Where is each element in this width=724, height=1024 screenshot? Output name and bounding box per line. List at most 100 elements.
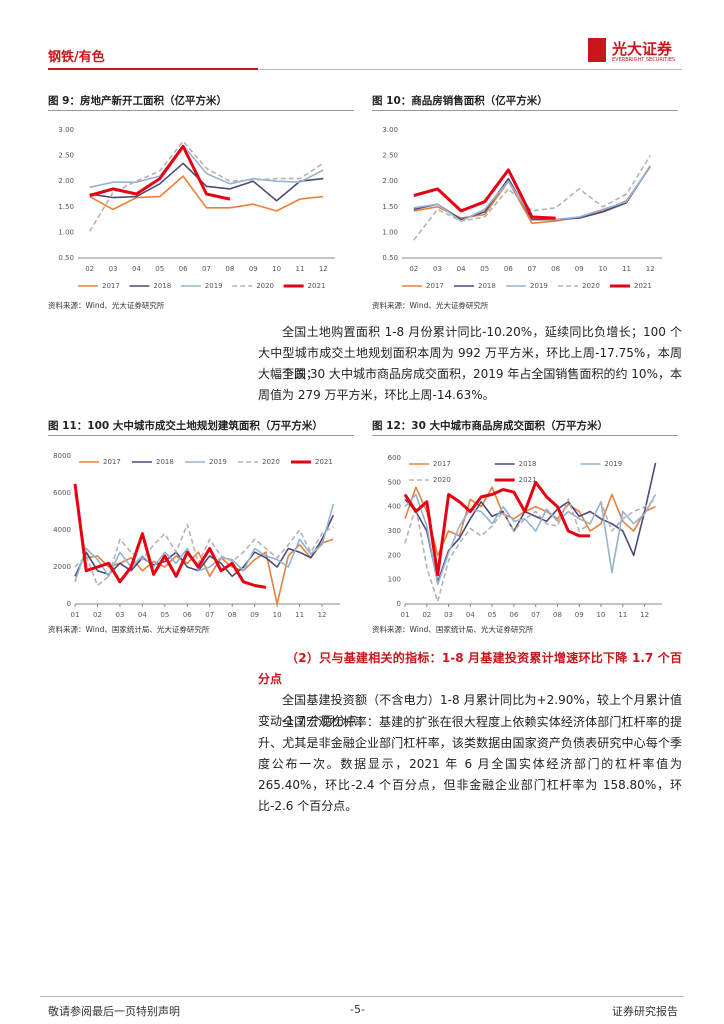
- x-tick-label: 11: [618, 611, 627, 619]
- x-tick-label: 07: [202, 265, 211, 273]
- x-tick-label: 07: [205, 611, 214, 619]
- series-line: [74, 503, 335, 583]
- series-line: [403, 480, 591, 577]
- y-tick-label: 200: [388, 551, 401, 559]
- x-tick-label: 05: [488, 611, 497, 619]
- x-tick-label: 10: [597, 611, 606, 619]
- y-tick-label: 2.00: [58, 177, 74, 185]
- x-tick-label: 02: [85, 265, 94, 273]
- x-tick-label: 04: [138, 611, 147, 619]
- legend-label: 2019: [530, 282, 548, 290]
- x-tick-label: 06: [504, 265, 513, 273]
- y-tick-label: 3.00: [382, 126, 398, 134]
- x-tick-label: 02: [422, 611, 431, 619]
- series-line: [413, 155, 651, 241]
- y-tick-label: 0: [67, 600, 71, 608]
- y-tick-label: 1.50: [382, 203, 398, 211]
- legend-label: 2019: [604, 460, 622, 468]
- series-line: [404, 486, 656, 557]
- series-line: [89, 175, 324, 212]
- y-tick-label: 3.00: [58, 126, 74, 134]
- x-tick-label: 10: [598, 265, 607, 273]
- section-label: 钢铁/有色: [48, 50, 105, 65]
- y-tick-label: 2.00: [382, 177, 398, 185]
- legend-label: 2019: [205, 282, 223, 290]
- legend-label: 2021: [634, 282, 652, 290]
- series-line: [89, 144, 324, 189]
- series-line: [89, 140, 324, 232]
- series-line: [89, 162, 324, 202]
- legend-label: 2018: [156, 458, 174, 466]
- chart-title: 图 10：商品房销售面积（亿平方米）: [372, 95, 548, 107]
- legend-label: 2017: [102, 282, 120, 290]
- x-tick-label: 10: [273, 611, 282, 619]
- x-tick-label: 09: [250, 611, 259, 619]
- y-tick-label: 2.50: [58, 152, 74, 160]
- x-tick-label: 12: [646, 265, 655, 273]
- legend-label: 2018: [153, 282, 171, 290]
- series-line: [404, 498, 656, 603]
- source: 资料来源：Wind、国家统计局、光大证券研究所: [48, 625, 210, 634]
- y-tick-label: 400: [388, 503, 401, 511]
- x-tick-label: 05: [160, 611, 169, 619]
- paragraph: 全国宏观杠杆率：基建的扩张在很大程度上依赖实体经济体部门杠杆率的提升、尤其是非金…: [258, 715, 682, 813]
- y-tick-label: 500: [388, 478, 401, 486]
- x-tick-label: 05: [155, 265, 164, 273]
- legend-label: 2017: [103, 458, 121, 466]
- paragraph: 全国土地购置面积 1-8 月份累计同比-10.20%，延续同比负增长；100 个…: [258, 325, 682, 381]
- footer-right: 证券研究报告: [612, 1005, 678, 1018]
- y-tick-label: 100: [388, 576, 401, 584]
- x-tick-label: 12: [319, 265, 328, 273]
- title-rule: [48, 110, 354, 111]
- x-tick-label: 06: [183, 611, 192, 619]
- x-tick-label: 06: [509, 611, 518, 619]
- legend-label: 2021: [519, 476, 537, 484]
- y-tick-label: 0: [397, 600, 401, 608]
- x-tick-label: 02: [409, 265, 418, 273]
- x-tick-label: 08: [551, 265, 560, 273]
- y-tick-label: 1.00: [382, 228, 398, 236]
- y-tick-label: 4000: [53, 526, 71, 534]
- series-line: [413, 165, 651, 221]
- series-line: [74, 492, 334, 605]
- x-tick-label: 03: [444, 611, 453, 619]
- header-rule: [48, 68, 258, 70]
- source: 资料来源：Wind、光大证券研究所: [372, 301, 489, 310]
- x-tick-label: 11: [295, 265, 304, 273]
- brand: 光大证券: [612, 40, 673, 58]
- x-tick-label: 09: [575, 265, 584, 273]
- logo-icon: [588, 38, 606, 62]
- legend-label: 2017: [426, 282, 444, 290]
- x-tick-label: 04: [466, 611, 475, 619]
- x-tick-label: 07: [531, 611, 540, 619]
- x-tick-label: 08: [553, 611, 562, 619]
- header-rule: [258, 69, 682, 70]
- source: 资料来源：Wind、国家统计局、光大证券研究所: [372, 625, 534, 634]
- series-line: [89, 144, 231, 201]
- brand-en: EVERBRIGHT SECURITIES: [612, 57, 676, 63]
- series-line: [404, 493, 657, 586]
- legend-label: 2019: [209, 458, 227, 466]
- x-tick-label: 08: [225, 265, 234, 273]
- footer-left: 敬请参阅最后一页特别声明: [48, 1005, 180, 1018]
- y-tick-label: 0.50: [382, 254, 398, 262]
- legend-label: 2020: [256, 282, 274, 290]
- y-tick-label: 0.50: [58, 254, 74, 262]
- legend-label: 2021: [315, 458, 333, 466]
- legend-label: 2018: [478, 282, 496, 290]
- y-tick-label: 300: [388, 527, 401, 535]
- x-tick-label: 02: [93, 611, 102, 619]
- x-tick-label: 12: [640, 611, 649, 619]
- page-number: -5-: [350, 1003, 365, 1016]
- series-line: [413, 165, 651, 222]
- chart-title: 图 12：30 大中城市商品房成交面积（万平方米）: [372, 420, 609, 432]
- x-tick-label: 07: [528, 265, 537, 273]
- x-tick-label: 11: [622, 265, 631, 273]
- x-tick-label: 01: [71, 611, 80, 619]
- legend-label: 2017: [433, 460, 451, 468]
- x-tick-label: 06: [179, 265, 188, 273]
- legend-label: 2020: [433, 476, 451, 484]
- paragraph: 全国基建投资额（不含电力）1-8 月累计同比为+2.90%，较上个月累计值变动-…: [258, 693, 682, 728]
